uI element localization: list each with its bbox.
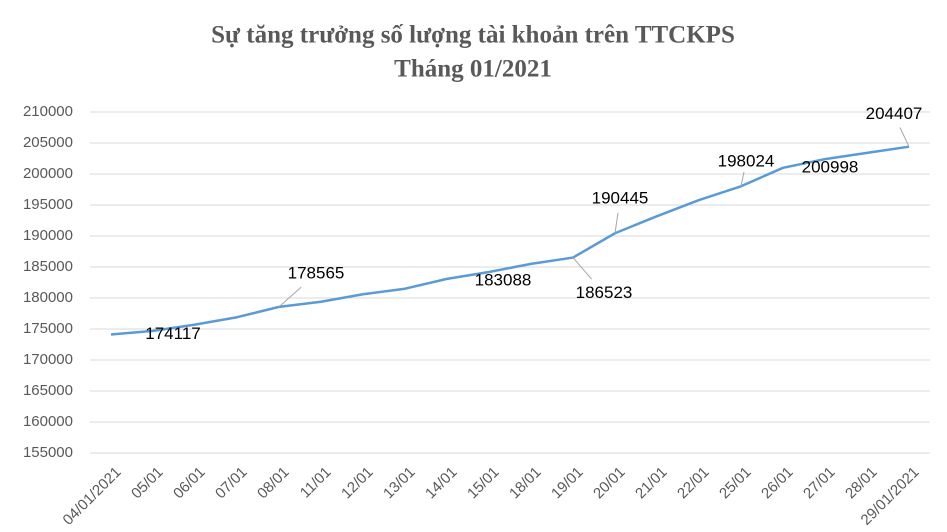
x-tick-label: 26/01 [758, 464, 797, 503]
leader-line [614, 212, 619, 234]
x-tick-label: 14/01 [422, 464, 461, 503]
x-tick-label: 15/01 [464, 464, 503, 503]
line [110, 145, 910, 336]
y-tick-label: 180000 [23, 289, 73, 306]
x-tick-label: 20/01 [590, 464, 629, 503]
x-tick-label: 05/01 [128, 464, 167, 503]
y-tick-label: 200000 [23, 165, 73, 182]
x-tick-label: 13/01 [380, 464, 419, 503]
x-tick-label: 11/01 [297, 464, 335, 502]
y-tick-label: 170000 [23, 351, 73, 368]
x-tick-label: 07/01 [212, 464, 251, 503]
y-tick-label: 160000 [23, 413, 73, 430]
y-tick-label: 210000 [23, 103, 73, 120]
x-tick-label: 18/01 [506, 464, 545, 503]
x-tick-label: 12/01 [338, 464, 377, 503]
data-label: 174117 [145, 324, 200, 343]
x-tick-label: 27/01 [800, 464, 839, 503]
data-label: 198024 [718, 152, 775, 171]
chart-subtitle: Tháng 01/2021 [394, 56, 552, 83]
leader-line [740, 171, 745, 187]
leader-line [899, 127, 910, 147]
data-label: 183088 [475, 270, 532, 289]
y-tick-label: 155000 [23, 444, 73, 461]
x-tick-label: 25/01 [716, 464, 755, 503]
x-tick-label: 22/01 [674, 464, 713, 503]
y-tick-label: 175000 [23, 320, 73, 337]
data-label: 178565 [288, 263, 345, 282]
x-tick-label: 19/01 [548, 464, 587, 503]
leader-line [572, 257, 592, 280]
y-tick-label: 185000 [23, 258, 73, 275]
x-tick-label: 21/01 [632, 464, 671, 503]
leader-line [278, 286, 302, 308]
data-label: 204407 [866, 104, 923, 123]
data-label: 200998 [802, 157, 859, 176]
data-label: 186523 [576, 283, 633, 302]
x-tick-label: 04/01/2021 [60, 464, 125, 529]
x-tick-label: 28/01 [842, 464, 881, 503]
y-tick-label: 190000 [23, 227, 73, 244]
y-tick-label: 165000 [23, 382, 73, 399]
data-label: 190445 [592, 189, 649, 208]
chart-title: Sự tăng trưởng số lượng tài khoản trên T… [211, 22, 735, 49]
x-tick-label: 08/01 [254, 464, 293, 503]
y-tick-label: 195000 [23, 196, 73, 213]
y-tick-label: 205000 [23, 134, 73, 151]
x-tick-label: 06/01 [170, 464, 209, 503]
